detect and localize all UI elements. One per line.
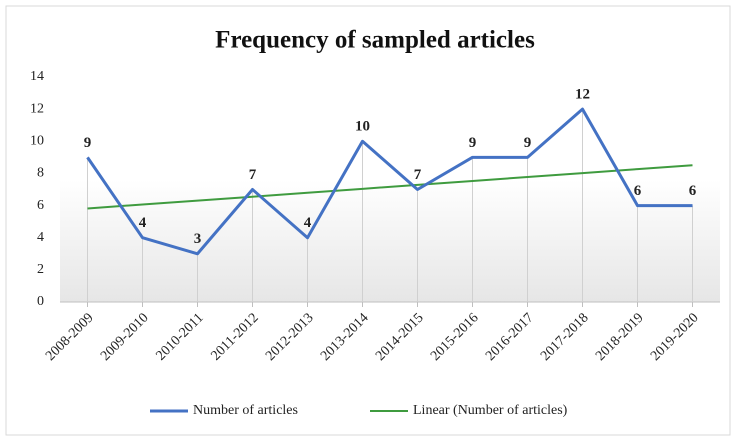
data-label: 12 (575, 87, 590, 103)
data-label: 9 (524, 135, 532, 151)
data-label: 4 (304, 215, 312, 231)
y-tick-label: 2 (37, 262, 44, 277)
data-label: 7 (414, 167, 422, 183)
data-label: 10 (355, 119, 370, 135)
data-label: 9 (84, 135, 92, 151)
data-label: 9 (469, 135, 477, 151)
legend-label: Linear (Number of articles) (413, 403, 568, 418)
series-line (86, 107, 693, 256)
data-label: 4 (139, 215, 147, 231)
y-tick-label: 4 (37, 230, 44, 245)
data-label: 7 (249, 167, 257, 183)
y-tick-label: 14 (30, 69, 44, 84)
legend-label: Number of articles (193, 403, 298, 418)
plot-background (60, 180, 720, 302)
data-label: 6 (689, 183, 697, 199)
y-tick-label: 10 (30, 134, 44, 149)
data-label: 3 (194, 231, 202, 247)
y-tick-label: 12 (30, 101, 44, 116)
y-tick-label: 8 (37, 166, 44, 181)
series-line (87, 164, 693, 210)
data-label: 6 (634, 183, 642, 199)
y-tick-label: 0 (37, 294, 44, 309)
y-tick-label: 6 (37, 198, 44, 213)
chart-title: Frequency of sampled articles (215, 27, 535, 54)
